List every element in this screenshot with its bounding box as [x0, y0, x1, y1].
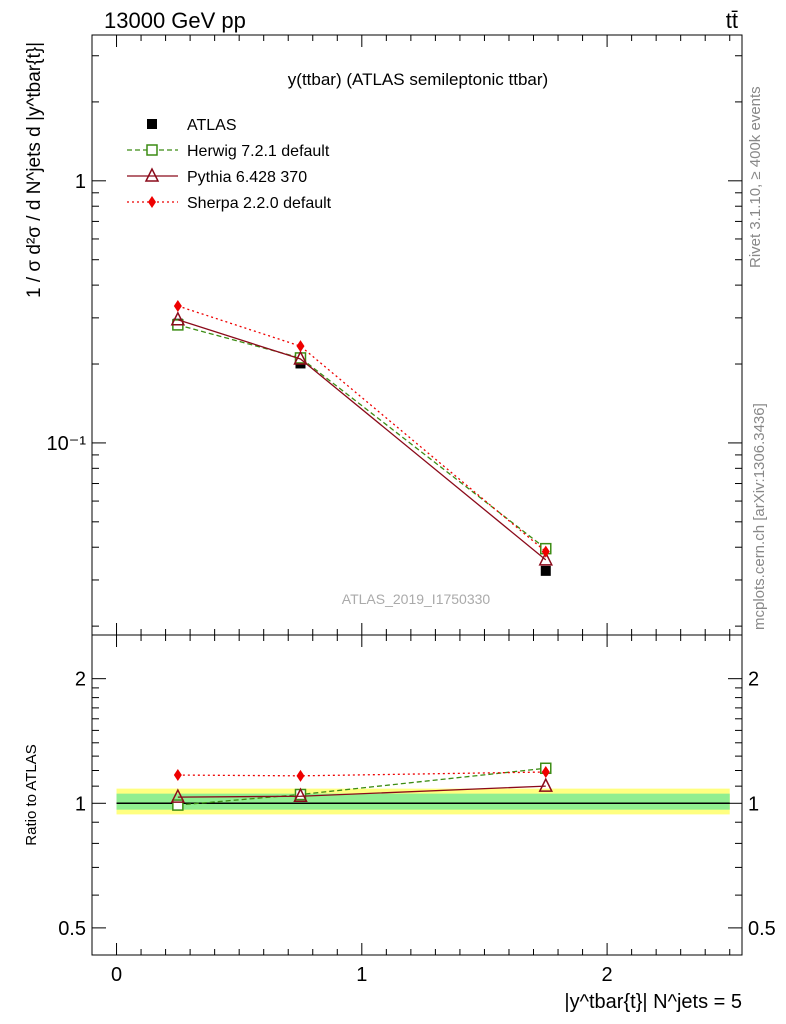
- ratio-herwig-point: [172, 799, 184, 811]
- x-tick-label: 2: [602, 964, 613, 986]
- x-axis-label: |y^tbar{t}| N^jets = 5: [564, 991, 742, 1013]
- ratio-pythia-point: [170, 788, 186, 803]
- rivet-label: Rivet 3.1.10, ≥ 400k events: [747, 86, 764, 268]
- legend: ATLAS Herwig 7.2.1 default Pythia 6.428 37…: [127, 117, 332, 212]
- main-atlas-point: [540, 565, 551, 576]
- ratio-y-axis-label: Ratio to ATLAS: [23, 744, 40, 845]
- ratio-uncertainty-bands: [116, 788, 730, 815]
- legend-atlas-marker: [147, 119, 157, 129]
- legend-pythia-marker: [144, 167, 160, 182]
- main-herwig-line: [177, 324, 547, 550]
- ratio-series-group: [170, 762, 553, 811]
- legend-sherpa-label: Sherpa 2.2.0 default: [187, 195, 332, 212]
- legend-herwig-marker: [146, 144, 158, 156]
- legend-pythia-label: Pythia 6.428 370: [187, 169, 307, 186]
- ratio-plot-panel: 0 1 2 2 2 1 1 0.5 0.5 Ratio to ATLAS: [23, 634, 776, 986]
- ratio-y-tick-label-right: 1: [748, 793, 759, 815]
- main-plot-title: y(ttbar) (ATLAS semileptonic ttbar): [288, 70, 548, 89]
- legend-herwig-label: Herwig 7.2.1 default: [187, 143, 330, 160]
- x-tick-label: 1: [356, 964, 367, 986]
- legend-sherpa-marker: [148, 196, 156, 208]
- ratio-y-tick-label-left: 2: [75, 669, 86, 691]
- legend-atlas-label: ATLAS: [187, 117, 237, 134]
- main-pythia-point: [293, 350, 308, 365]
- process-label: tt̄: [726, 8, 738, 33]
- ratio-band-stat-uncertainty: [116, 793, 730, 810]
- main-pythia-point: [170, 311, 186, 326]
- main-pythia-point: [538, 551, 553, 566]
- main-axis-ticks: 1 10⁻¹: [47, 35, 742, 635]
- main-series-group: [170, 299, 553, 576]
- main-y-axis-label: 1 / σ d²σ / d N^jets d |y^tbar{t}|: [24, 42, 45, 298]
- main-plot-panel: 1 10⁻¹ y(ttbar) (ATLAS semileptonic ttbar…: [24, 34, 743, 636]
- ratio-herwig-point: [294, 788, 307, 801]
- x-tick-label: 0: [111, 964, 122, 986]
- main-sherpa-point: [296, 340, 305, 353]
- ratio-sherpa-line: [177, 771, 546, 777]
- analysis-watermark: ATLAS_2019_I1750330: [342, 591, 491, 607]
- main-y-tick-label: 10⁻¹: [47, 433, 87, 455]
- ratio-sherpa-point: [541, 766, 550, 779]
- ratio-y-tick-label-right: 0.5: [748, 918, 776, 940]
- ratio-sherpa-point: [173, 769, 182, 782]
- ratio-plot-frame: [91, 634, 743, 956]
- ratio-y-tick-label-right: 2: [748, 669, 759, 691]
- main-y-tick-label: 1: [75, 171, 86, 193]
- ratio-axis-ticks: 0 1 2 2 2 1 1 0.5 0.5: [58, 635, 776, 986]
- ratio-pythia-point: [538, 777, 553, 792]
- source-label: mcplots.cern.ch [arXiv:1306.3436]: [751, 403, 768, 630]
- ratio-y-tick-label-left: 1: [75, 793, 86, 815]
- ratio-pythia-line: [177, 785, 546, 798]
- ratio-sherpa-point: [296, 769, 305, 782]
- ratio-y-tick-label-left: 0.5: [58, 918, 86, 940]
- main-sherpa-point: [173, 299, 182, 312]
- main-sherpa-point: [541, 545, 550, 558]
- main-pythia-line: [177, 319, 547, 561]
- energy-label: 13000 GeV pp: [104, 8, 246, 33]
- ratio-pythia-point: [293, 787, 308, 802]
